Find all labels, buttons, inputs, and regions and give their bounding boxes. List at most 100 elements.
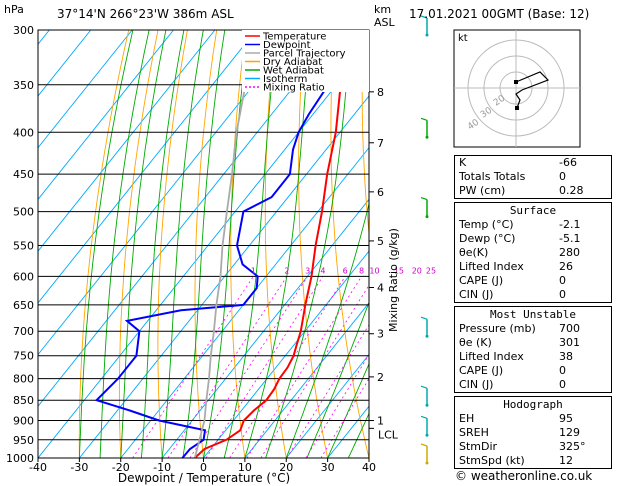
isotherm-line	[203, 250, 369, 458]
x-tick-label: -20	[112, 461, 130, 474]
mixing-ratio-line	[205, 276, 324, 458]
legend-label: Mixing Ratio	[263, 83, 325, 94]
wet-adiabat-line	[265, 30, 352, 458]
isotherm-line	[285, 353, 369, 458]
index-row: CIN (J) 0	[455, 288, 611, 302]
mixing-ratio-line	[260, 284, 369, 458]
mixing-ratio-line	[320, 377, 369, 458]
index-value: 0	[559, 364, 566, 377]
wind-barb-flag	[420, 415, 428, 419]
index-value: 0	[559, 378, 566, 391]
index-label: Dewp (°C)	[459, 232, 516, 245]
km-tick-label: 5	[377, 235, 384, 248]
index-row: CAPE (J) 0	[455, 364, 611, 378]
km-tick-label: 3	[377, 328, 384, 341]
hodograph-trace	[515, 71, 550, 109]
mixing-ratio-line	[246, 276, 362, 458]
wind-barb-flag	[420, 385, 428, 389]
index-label: EH	[459, 412, 475, 425]
index-value: 0	[559, 274, 566, 287]
lcl-label: LCL	[378, 428, 399, 441]
pressure-tick-label: 650	[13, 299, 34, 312]
index-value: 12	[559, 454, 573, 467]
index-row: PW (cm) 0.28	[455, 184, 611, 198]
surface-box: Surface Temp (°C) -2.1 Dewp (°C) -5.1 θe(K) 2…	[454, 202, 612, 303]
isotherm-line	[38, 30, 133, 149]
hpa-label: hPa	[4, 3, 24, 16]
wind-barbs	[420, 15, 429, 465]
wind-barb-dot	[425, 33, 429, 37]
index-label: CAPE (J)	[459, 364, 504, 377]
hodograph-indices-title: Hodograph	[503, 398, 563, 411]
legend-label: Parcel Trajectory	[263, 49, 346, 60]
index-value: 0.28	[559, 184, 584, 197]
x-tick-label: 20	[279, 461, 293, 474]
index-row: Dewp (°C) -5.1	[455, 232, 611, 246]
plot-frame	[37, 29, 370, 459]
pressure-tick-label: 1000	[6, 452, 34, 465]
wind-barb-dot	[425, 135, 429, 139]
index-label: CIN (J)	[459, 288, 494, 301]
index-row: CIN (J) 0	[455, 378, 611, 392]
mixing-ratio-label: 2	[284, 266, 289, 275]
index-row: StmDir 325°	[455, 440, 611, 454]
pressure-tick-label: 700	[13, 325, 34, 338]
index-row: Lifted Index 26	[455, 260, 611, 274]
index-value: 95	[559, 412, 573, 425]
dry-adiabat-line	[264, 30, 287, 458]
index-value: -2.1	[559, 218, 581, 231]
pressure-tick-label: 300	[13, 24, 34, 37]
series-dewpoint	[94, 30, 347, 458]
x-tick-label: 30	[321, 461, 335, 474]
index-value: 280	[559, 246, 580, 259]
index-row: Pressure (mb) 700	[455, 322, 611, 336]
location-header: 37°14'N 266°23'W 386m ASL	[57, 7, 234, 21]
pressure-tick-label: 350	[13, 79, 34, 92]
series-parcel-trajectory	[193, 30, 258, 458]
legend-label: Temperature	[262, 32, 326, 43]
index-label: SREH	[459, 426, 489, 439]
hodograph-marker	[514, 80, 518, 84]
wet-adiabat-line	[78, 30, 134, 458]
hodograph-indices-box: Hodograph EH 95 SREH 129 StmDir 325° StmSpd (k…	[454, 396, 612, 469]
isotherm-line	[244, 302, 369, 458]
series-temperature	[194, 30, 353, 458]
legend-bg	[242, 30, 369, 92]
index-row: Temp (°C) -2.1	[455, 218, 611, 232]
pressure-tick-label: 450	[13, 168, 34, 181]
x-tick-label: 40	[362, 461, 376, 474]
legend-label: Dewpoint	[263, 40, 311, 51]
index-label: Totals Totals	[459, 170, 526, 183]
pressure-tick-label: 950	[13, 434, 34, 447]
index-row: θe(K) 280	[455, 246, 611, 260]
index-label: K	[459, 156, 467, 169]
dry-adiabat-line	[118, 30, 159, 458]
isotherm-line	[120, 146, 369, 458]
index-value: -5.1	[559, 232, 581, 245]
legend-label: Wet Adiabat	[263, 66, 324, 77]
mixing-ratio-line	[167, 276, 288, 458]
index-label: θe(K)	[459, 246, 489, 259]
index-row: θe (K) 301	[455, 336, 611, 350]
index-value: 301	[559, 336, 580, 349]
wind-barb-dot	[425, 461, 429, 465]
dry-adiabat-line	[330, 30, 369, 458]
isotherm-line	[161, 198, 369, 458]
asl-label: ASL	[374, 16, 395, 29]
index-value: -66	[559, 156, 577, 169]
wind-barb-dot	[425, 334, 429, 338]
index-row: StmSpd (kt) 12	[455, 454, 611, 468]
wet-adiabat-line	[120, 30, 167, 458]
index-label: θe (K)	[459, 336, 492, 349]
mixing-ratio-line	[286, 324, 369, 458]
pressure-tick-label: 900	[13, 415, 34, 428]
x-tick-label: -30	[70, 461, 88, 474]
indices-panel: K -66 Totals Totals 0 PW (cm) 0.28 Surface Te…	[454, 155, 612, 469]
mixing-ratio-label: 1	[251, 266, 256, 275]
pressure-tick-label: 550	[13, 239, 34, 252]
isotherm-line	[38, 30, 216, 252]
mixing-ratio-label: 20	[412, 266, 422, 275]
index-value: 0	[559, 288, 566, 301]
wet-adiabat-line	[182, 30, 226, 458]
x-tick-label: 10	[238, 461, 252, 474]
